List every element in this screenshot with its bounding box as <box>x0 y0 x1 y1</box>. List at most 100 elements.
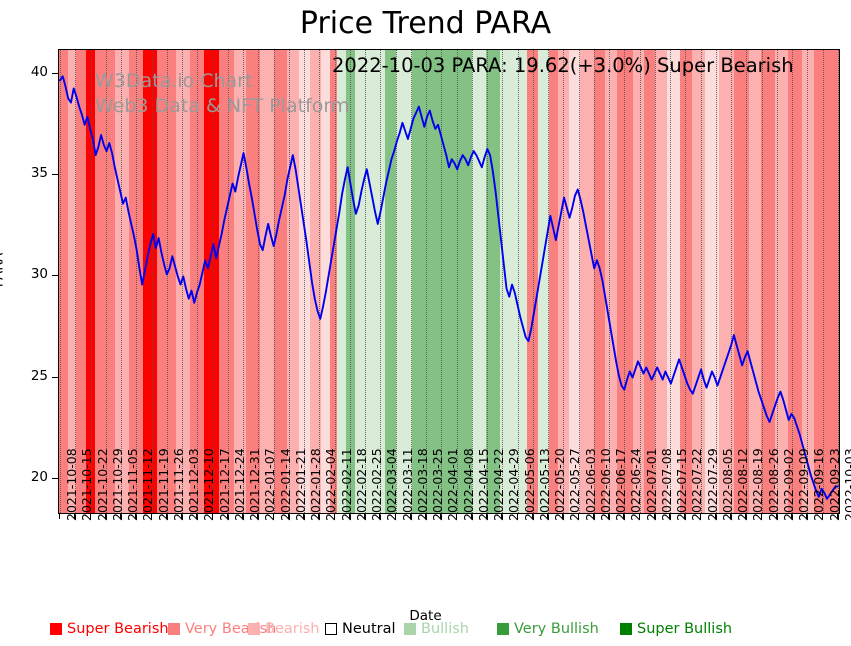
gridline <box>60 50 62 513</box>
x-tick-label: 2022-09-02 <box>780 448 796 521</box>
x-tick-mark <box>470 513 472 519</box>
x-tick-mark <box>379 513 381 519</box>
x-tick-mark <box>455 513 457 519</box>
gridline <box>700 50 703 513</box>
gridline <box>304 50 306 513</box>
gridline <box>502 50 504 513</box>
x-tick-label: 2022-02-18 <box>353 448 369 521</box>
x-tick-mark <box>653 513 655 519</box>
x-tick-mark <box>760 513 762 519</box>
x-tick-mark <box>348 513 350 519</box>
gridline <box>136 50 138 513</box>
x-tick-label: 2022-06-03 <box>582 448 598 521</box>
x-tick-label: 2022-04-08 <box>460 448 476 521</box>
sentiment-band <box>569 50 581 513</box>
legend-item[interactable]: Bearish <box>248 620 320 638</box>
legend-swatch-icon <box>404 623 416 635</box>
page-title: Price Trend PARA <box>299 6 552 41</box>
gridline <box>838 50 839 513</box>
x-tick-label: 2022-06-10 <box>597 448 613 521</box>
x-tick-label: 2022-03-18 <box>414 448 430 521</box>
legend-label: Very Bullish <box>514 621 599 637</box>
legend-item[interactable]: Neutral <box>325 620 396 638</box>
sentiment-band <box>580 50 595 513</box>
sentiment-band <box>321 50 331 513</box>
sentiment-band <box>94 50 116 513</box>
x-tick-label: 2022-04-22 <box>491 448 507 521</box>
x-tick-mark <box>89 513 91 519</box>
x-tick-mark <box>592 513 594 519</box>
sentiment-band <box>59 50 69 513</box>
sentiment-band <box>718 50 735 513</box>
gridline <box>593 50 596 513</box>
sentiment-band <box>814 50 839 513</box>
legend-label: Super Bearish <box>67 621 169 637</box>
x-tick-mark <box>547 513 549 519</box>
x-tick-label: 2021-12-03 <box>186 448 202 521</box>
x-tick-mark <box>577 513 579 519</box>
sentiment-band <box>218 50 234 513</box>
y-tick-mark <box>52 477 58 479</box>
sentiment-band <box>246 50 261 513</box>
x-tick-label: 2022-04-29 <box>506 448 522 521</box>
legend-item[interactable]: Very Bullish <box>497 620 599 638</box>
sentiment-band <box>310 50 322 513</box>
gridline <box>761 50 764 513</box>
sentiment-band <box>605 50 618 513</box>
sentiment-band <box>115 50 130 513</box>
sentiment-band <box>68 50 77 513</box>
legend-label: Neutral <box>342 621 396 637</box>
sentiment-band <box>527 50 538 513</box>
legend-item[interactable]: Bullish <box>404 620 469 638</box>
gridline <box>334 50 337 513</box>
gridline <box>212 50 215 513</box>
x-tick-mark <box>165 513 167 519</box>
x-tick-mark <box>135 513 137 519</box>
gridline <box>197 50 199 513</box>
gridline <box>670 50 672 513</box>
x-tick-label: 2022-02-25 <box>369 448 385 521</box>
x-tick-mark <box>181 513 183 519</box>
gridline <box>319 50 321 513</box>
gridline <box>639 50 642 513</box>
gridline <box>105 50 108 513</box>
x-tick-label: 2022-01-21 <box>292 448 308 521</box>
y-tick-mark <box>52 275 58 277</box>
x-tick-label: 2022-08-12 <box>735 448 751 521</box>
y-tick-label: 35 <box>30 165 48 182</box>
x-tick-mark <box>333 513 335 519</box>
x-tick-label: 2022-07-01 <box>643 448 659 521</box>
x-tick-mark <box>623 513 625 519</box>
gridline <box>685 50 687 513</box>
x-tick-mark <box>516 513 518 519</box>
x-tick-mark <box>74 513 76 519</box>
x-tick-label: 2022-08-05 <box>719 448 735 521</box>
x-tick-label: 2022-03-25 <box>430 448 446 521</box>
x-tick-mark <box>272 513 274 519</box>
y-tick-label: 20 <box>30 468 48 485</box>
legend-item[interactable]: Super Bearish <box>50 620 169 638</box>
gridline <box>731 50 733 513</box>
x-tick-mark <box>684 513 686 519</box>
gridline <box>822 50 825 513</box>
legend-label: Bullish <box>421 621 469 637</box>
legend-item[interactable]: Super Bullish <box>620 620 732 638</box>
gridline <box>380 50 382 513</box>
sentiment-band <box>787 50 802 513</box>
x-tick-mark <box>531 513 533 519</box>
y-tick-label: 40 <box>30 64 48 81</box>
gridline <box>227 50 230 513</box>
sentiment-band <box>761 50 776 513</box>
sentiment-band <box>330 50 337 513</box>
legend-swatch-icon <box>248 623 260 635</box>
sentiment-band <box>355 50 386 513</box>
gridline <box>426 50 428 513</box>
price-line <box>59 75 839 500</box>
sentiment-band <box>143 50 158 513</box>
x-tick-mark <box>196 513 198 519</box>
sentiment-band <box>129 50 144 513</box>
gridline <box>349 50 352 513</box>
x-tick-label: 2021-10-08 <box>64 448 79 521</box>
sentiment-bands-layer <box>59 50 839 513</box>
legend-swatch-icon <box>325 623 337 635</box>
